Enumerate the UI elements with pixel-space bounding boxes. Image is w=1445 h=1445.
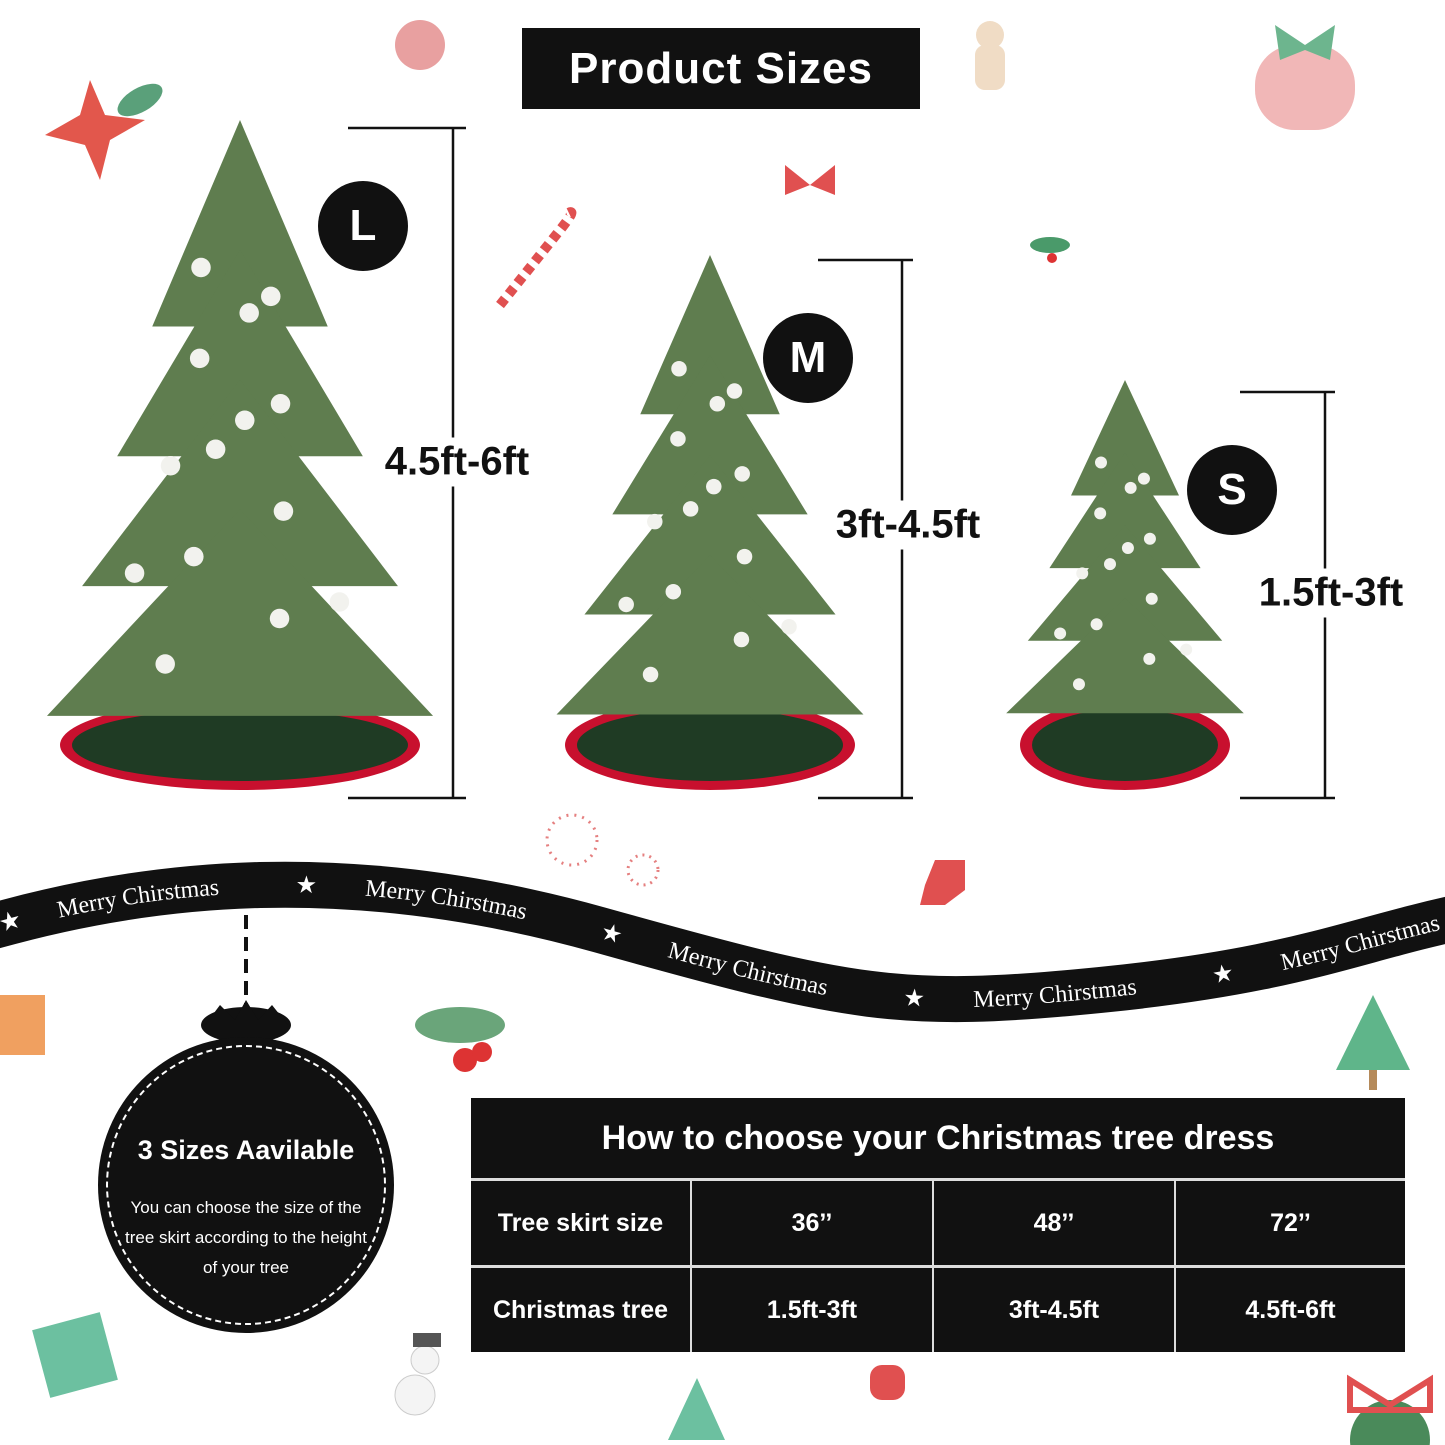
sizes-available-ornament: 3 Sizes Aavilable You can choose the siz… — [98, 1037, 394, 1333]
ornament-ball — [665, 583, 682, 600]
ornament-ball — [1072, 678, 1085, 691]
ornament-ball — [642, 666, 659, 683]
ornament-ball — [726, 383, 743, 399]
table-cell: 72’’ — [1174, 1181, 1405, 1265]
ornament-ball — [647, 513, 663, 530]
ornament-ball — [733, 631, 750, 648]
svg-text:★: ★ — [0, 0, 11, 14]
table-header: How to choose your Christmas tree dress — [471, 1098, 1405, 1181]
ornament-ball — [1124, 481, 1137, 494]
ornament-ball — [124, 563, 145, 583]
star-icon: ★ — [295, 872, 317, 899]
gift-ornament-icon — [1347, 1374, 1433, 1445]
size-badge-s: S — [1187, 445, 1277, 535]
ornament-ball — [709, 396, 726, 412]
gift-ornament-icon — [1255, 25, 1355, 130]
table-row-tree-height: Christmas tree 1.5ft-3ft 3ft-4.5ft 4.5ft… — [471, 1265, 1405, 1352]
ornament-ball — [1137, 472, 1150, 485]
tree-small — [1006, 380, 1244, 790]
table-cell: 3ft-4.5ft — [932, 1268, 1174, 1352]
merry-christmas-ribbon — [0, 861, 1445, 1023]
height-range-m: 3ft-4.5ft — [835, 500, 981, 550]
star-icon: ★ — [1210, 959, 1236, 989]
ornament-ball — [261, 286, 281, 307]
ornament-ball — [189, 348, 210, 369]
size-badge-m: M — [763, 313, 853, 403]
page-title: Product Sizes — [522, 28, 920, 109]
ornament-ball — [184, 546, 204, 567]
ornament-ball — [1121, 541, 1134, 554]
ornament-ball — [706, 478, 722, 495]
tree-skirt — [577, 709, 843, 781]
svg-text:★: ★ — [903, 984, 926, 1012]
table-cell: 36’’ — [690, 1181, 932, 1265]
ornament-ball — [160, 455, 181, 476]
row-label: Tree skirt size — [497, 1208, 664, 1237]
ornament-ball — [155, 654, 175, 674]
height-range-l: 4.5ft-6ft — [384, 437, 530, 487]
ornament-body: You can choose the size of the tree skir… — [125, 1198, 367, 1277]
ornament-ball — [239, 303, 259, 323]
ornament-ball — [329, 592, 350, 612]
ornament-ball — [736, 548, 753, 565]
ornament-ball — [191, 257, 211, 278]
small-tree-icon — [668, 1378, 725, 1440]
ornament-ball-icon — [395, 20, 445, 70]
ornament-ball — [1143, 652, 1156, 665]
size-guide-table: How to choose your Christmas tree dress … — [471, 1098, 1405, 1352]
pine-tree-icon — [1336, 995, 1410, 1090]
ornament-ball — [269, 608, 290, 629]
ornament-ball — [1145, 592, 1158, 605]
ornament-ball — [1095, 456, 1107, 469]
star-icon: ★ — [0, 0, 11, 14]
ornament-ball — [1180, 643, 1193, 656]
ornament-ball — [1143, 532, 1156, 545]
ornament-ball — [682, 501, 699, 517]
star-icon: ★ — [903, 984, 926, 1012]
table-cell: 4.5ft-6ft — [1174, 1268, 1405, 1352]
stocking-icon — [920, 860, 965, 905]
snowman-icon — [394, 1333, 441, 1416]
tree-large — [46, 120, 434, 790]
ornament-ball — [1054, 627, 1067, 640]
tree-skirt — [1032, 709, 1218, 781]
ornament-ball — [1076, 567, 1089, 580]
mitten-icon — [870, 1365, 905, 1400]
height-range-s: 1.5ft-3ft — [1258, 568, 1404, 618]
size-badge-l: L — [318, 181, 408, 271]
ornament-ball — [671, 361, 687, 377]
holly-icon — [415, 1007, 505, 1072]
table-row-skirt-size: Tree skirt size 36’’ 48’’ 72’’ — [471, 1181, 1405, 1265]
ornament-ball — [205, 439, 226, 459]
bow-icon — [785, 165, 835, 195]
ornament-ball — [235, 410, 255, 431]
tree-medium — [556, 255, 864, 790]
ornament-ball — [1104, 558, 1117, 571]
table-cell: 1.5ft-3ft — [690, 1268, 932, 1352]
row-label: Christmas tree — [492, 1295, 669, 1324]
candy-cane-icon — [496, 207, 577, 309]
pine-tuft-icon — [201, 1000, 291, 1043]
dashed-border — [106, 1045, 386, 1325]
svg-text:★: ★ — [1210, 959, 1236, 989]
ornament-ball — [270, 394, 291, 414]
ornament-ball — [618, 596, 634, 613]
svg-text:★: ★ — [295, 872, 317, 899]
snowflake-icon — [545, 813, 660, 887]
tree-skirt — [72, 709, 408, 781]
ornament-ball — [781, 618, 797, 635]
poinsettia-icon — [45, 80, 163, 180]
gingerbread-icon — [975, 21, 1005, 90]
ornament-ball — [1090, 618, 1103, 631]
table-cell: 48’’ — [932, 1181, 1174, 1265]
ornament-ball — [670, 431, 686, 447]
ornament-title: 3 Sizes Aavilable — [137, 1135, 355, 1165]
ornament-ball — [1094, 507, 1107, 520]
ornament-ball — [273, 501, 294, 521]
holly-icon — [1030, 237, 1070, 263]
ornament-ball — [734, 466, 750, 482]
gift-icon — [0, 995, 118, 1398]
